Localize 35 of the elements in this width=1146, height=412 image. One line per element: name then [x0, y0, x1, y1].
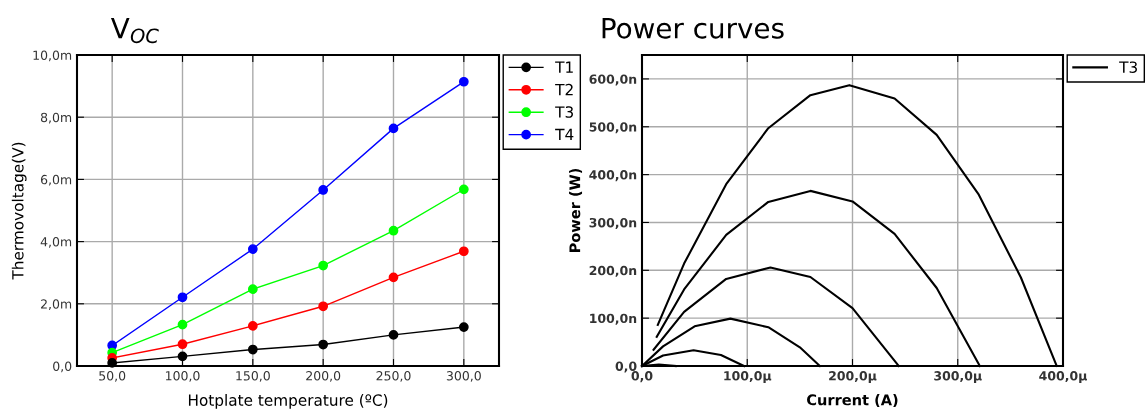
x-tick-label: 150,0 — [236, 371, 270, 382]
x-tick-label: 300,0 — [446, 371, 481, 382]
legend-label: T1 — [555, 61, 573, 73]
legend-label: T3 — [555, 106, 573, 118]
legend-label: T4 — [555, 128, 574, 140]
y-tick-label: 6,0m — [40, 174, 72, 186]
x-tick-label: 400,0µ — [1039, 371, 1087, 383]
x-axis-title: Current (A) — [807, 394, 898, 408]
y-tick-label: 100,0n — [590, 313, 637, 325]
y-tick-label: 300,0n — [589, 217, 637, 229]
y-tick-label: 500,0n — [589, 122, 637, 134]
x-tick-label: 100,0µ — [724, 371, 772, 383]
y-axis-title: Thermovoltage(V) — [11, 142, 27, 280]
legend-label: T2 — [555, 83, 573, 96]
x-axis-title: Hotplate temperature (ºC) — [188, 394, 388, 409]
chart-title: V$_{OC}$ — [110, 18, 159, 44]
legend-label: T3 — [1119, 61, 1137, 73]
x-tick-label: 50,0 — [99, 371, 126, 382]
y-tick-label: 10,0m — [33, 50, 72, 62]
x-tick-label: 200,0µ — [829, 371, 877, 383]
y-tick-label: 0,0 — [615, 361, 637, 373]
x-tick-label: 250,0 — [376, 371, 411, 382]
y-tick-label: 8,0m — [40, 112, 72, 124]
y-tick-label: 2,0m — [41, 299, 72, 310]
y-tick-label: 4,0m — [40, 237, 72, 248]
y-tick-label: 600,0n — [589, 74, 637, 86]
x-tick-label: 200,0 — [306, 371, 341, 382]
chart-title: Power curves — [602, 18, 784, 39]
x-tick-label: 300,0µ — [934, 371, 982, 383]
x-tick-label: 100,0 — [165, 371, 200, 382]
x-tick-label: 0,0 — [631, 371, 653, 383]
y-tick-label: 200,0n — [589, 265, 637, 277]
y-tick-label: 400,0n — [589, 170, 637, 182]
y-axis-title: Power (W) — [569, 168, 583, 253]
y-tick-label: 0,0 — [53, 361, 72, 373]
